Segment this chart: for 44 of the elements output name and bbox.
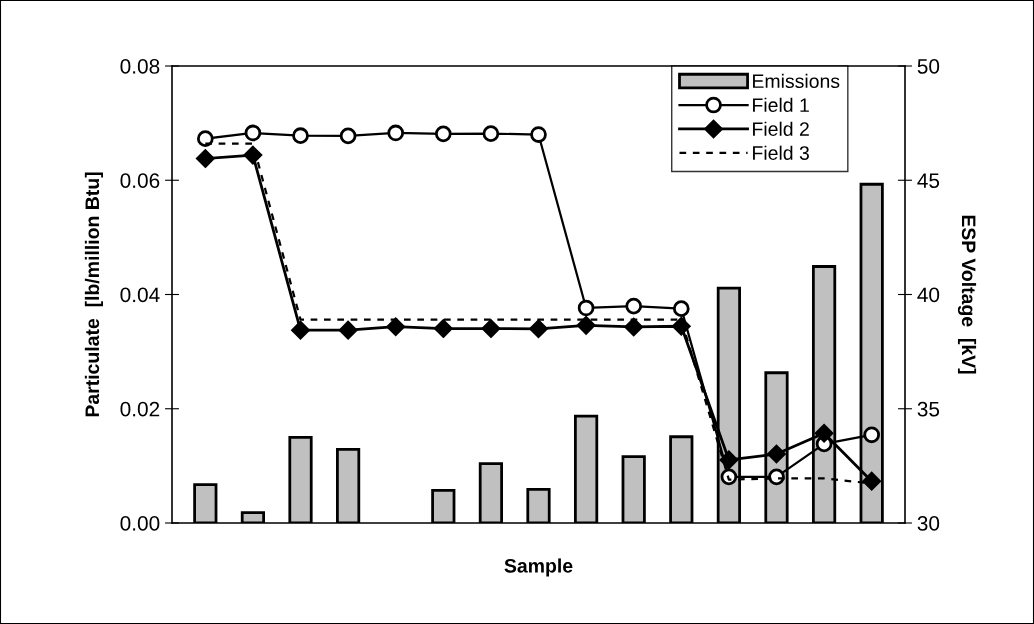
point <box>767 444 786 464</box>
point <box>672 300 690 317</box>
point <box>814 423 834 443</box>
point <box>529 319 548 339</box>
point <box>863 426 881 444</box>
y2-tick-label: 40 <box>917 287 940 303</box>
y2-tick-label: 35 <box>917 401 940 417</box>
y-tick-label: 0.04 <box>120 287 160 303</box>
point <box>386 317 405 336</box>
point <box>434 319 453 338</box>
y2-tick-label: 45 <box>917 173 940 188</box>
legend-label: Field 3 <box>753 145 809 160</box>
point <box>196 149 215 168</box>
point <box>530 126 547 143</box>
point <box>624 317 643 337</box>
point <box>291 320 310 340</box>
legend-label: Field 2 <box>753 121 809 136</box>
point <box>434 125 452 143</box>
point <box>481 319 501 338</box>
y-tick-label: 0.02 <box>120 401 160 417</box>
point <box>243 145 263 165</box>
point <box>576 316 596 335</box>
y2-tick-label: 30 <box>917 516 940 531</box>
point <box>672 317 691 336</box>
x-axis-title: Sample <box>504 558 573 577</box>
point <box>577 299 595 317</box>
point <box>292 127 309 145</box>
point <box>625 297 643 315</box>
y-tick-label: 0.08 <box>120 59 160 74</box>
y2-axis-title: ESP Voltage [kV] <box>957 215 977 374</box>
point <box>387 124 405 142</box>
y-tick-label: 0.00 <box>120 516 160 531</box>
point <box>338 320 358 340</box>
point <box>862 471 881 491</box>
point <box>482 125 500 142</box>
y2-tick-label: 50 <box>917 59 940 74</box>
legend-label: Field 1 <box>753 97 809 113</box>
point <box>719 450 739 470</box>
point <box>196 130 214 147</box>
legend-label: Emissions <box>753 73 840 89</box>
y-tick-label: 0.06 <box>120 173 160 188</box>
point <box>339 127 357 145</box>
point <box>244 124 262 142</box>
y-axis-title: Particulate [lb/million Btu] <box>84 172 103 417</box>
